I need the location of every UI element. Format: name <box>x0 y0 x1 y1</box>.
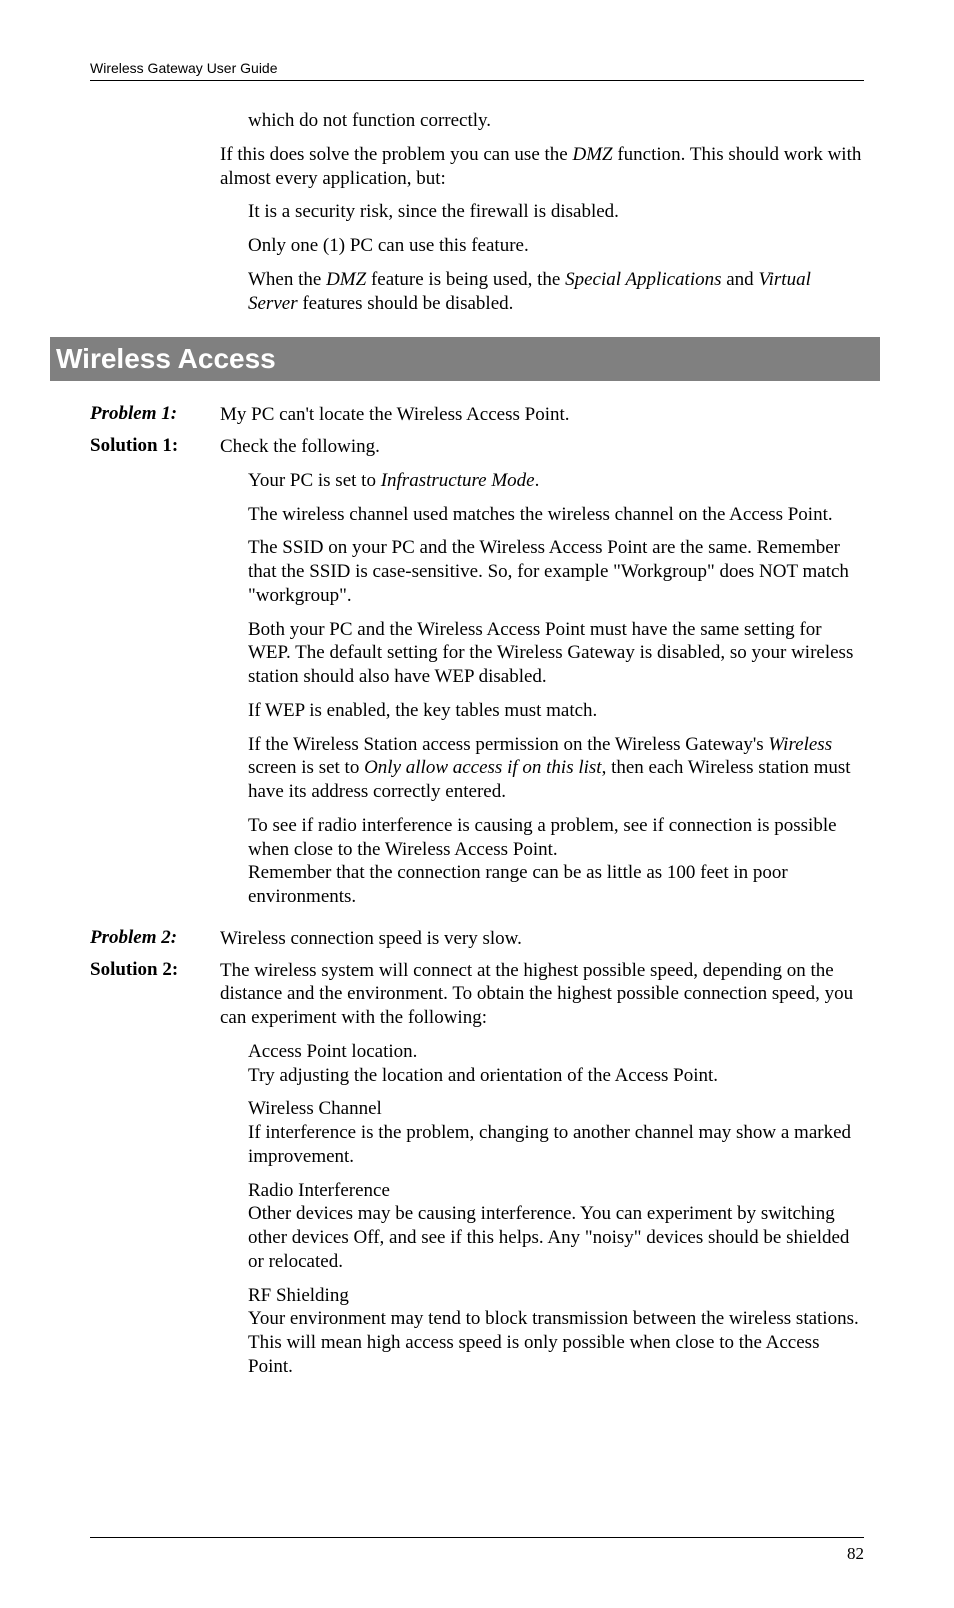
s1-bullet-7: To see if radio interference is causing … <box>248 814 864 909</box>
footer-rule <box>90 1537 864 1538</box>
s2-bullet-2: Wireless Channel If interference is the … <box>248 1097 864 1168</box>
solution-1-content: Check the following. Your PC is set to I… <box>220 435 864 919</box>
running-header: Wireless Gateway User Guide <box>90 60 864 81</box>
solution-1-intro: Check the following. <box>220 435 864 459</box>
problem-1-text: My PC can't locate the Wireless Access P… <box>220 403 864 427</box>
s1-bullet-1: Your PC is set to Infrastructure Mode. <box>248 469 864 493</box>
s1-bullet-6: If the Wireless Station access permissio… <box>248 733 864 804</box>
problem-2-row: Problem 2: Wireless connection speed is … <box>90 927 864 951</box>
solution-2-intro: The wireless system will connect at the … <box>220 959 864 1030</box>
problem-2-text: Wireless connection speed is very slow. <box>220 927 864 951</box>
intro-bullet-2: Only one (1) PC can use this feature. <box>248 234 864 258</box>
page-number: 82 <box>847 1544 864 1564</box>
solution-2-label: Solution 2: <box>90 959 220 1389</box>
s1-bullet-3: The SSID on your PC and the Wireless Acc… <box>248 536 864 607</box>
s1-bullet-5: If WEP is enabled, the key tables must m… <box>248 699 864 723</box>
solution-1-label: Solution 1: <box>90 435 220 919</box>
s1-bullet-2: The wireless channel used matches the wi… <box>248 503 864 527</box>
problem-1-row: Problem 1: My PC can't locate the Wirele… <box>90 403 864 427</box>
solution-2-row: Solution 2: The wireless system will con… <box>90 959 864 1389</box>
s2-bullet-4: RF Shielding Your environment may tend t… <box>248 1284 864 1379</box>
s2-bullet-1: Access Point location. Try adjusting the… <box>248 1040 864 1088</box>
problem-1-label: Problem 1: <box>90 403 220 427</box>
intro-line-1: which do not function correctly. <box>248 109 864 133</box>
problem-2-label: Problem 2: <box>90 927 220 951</box>
section-heading-wireless-access: Wireless Access <box>50 337 880 381</box>
intro-bullet-3: When the DMZ feature is being used, the … <box>248 268 864 316</box>
s1-bullet-4: Both your PC and the Wireless Access Poi… <box>248 618 864 689</box>
solution-1-row: Solution 1: Check the following. Your PC… <box>90 435 864 919</box>
solution-2-content: The wireless system will connect at the … <box>220 959 864 1389</box>
s2-bullet-3: Radio Interference Other devices may be … <box>248 1179 864 1274</box>
intro-line-2: If this does solve the problem you can u… <box>220 143 864 191</box>
page: Wireless Gateway User Guide which do not… <box>0 0 954 1608</box>
intro-continuation: which do not function correctly. If this… <box>220 109 864 315</box>
intro-bullet-1: It is a security risk, since the firewal… <box>248 200 864 224</box>
